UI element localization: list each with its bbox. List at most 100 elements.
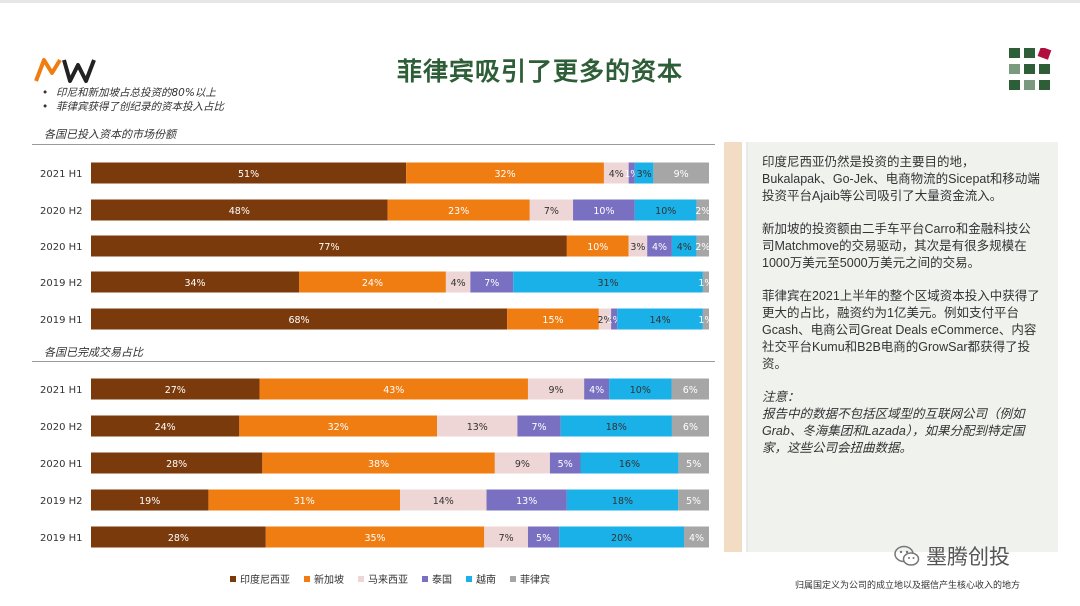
data-label: 51% <box>238 169 259 180</box>
wechat-icon <box>894 545 920 566</box>
data-label: 48% <box>229 206 250 217</box>
data-label: 4% <box>677 242 692 253</box>
bar-segment <box>437 415 518 437</box>
bar-segment <box>573 199 635 221</box>
bullet-item: • 菲律宾获得了创纪录的资本投入占比 <box>42 101 224 113</box>
stacked-bar-charts: 2021 H1 51% 32% 4% 1%3% 9%2020 H2 48% 23% 7% 10% 1… <box>40 162 713 548</box>
data-label: 9% <box>515 459 530 470</box>
data-label: 20% <box>611 533 632 544</box>
data-label: 3% <box>637 169 652 180</box>
bar-segment <box>445 271 471 293</box>
category-label: 2020 H2 <box>40 206 83 217</box>
accent-stripe <box>724 142 742 552</box>
bar-segment <box>684 526 709 548</box>
bar-segment <box>517 415 561 437</box>
bar-segment <box>91 415 240 437</box>
data-label: 1% <box>624 169 639 180</box>
data-label: 31% <box>597 278 618 289</box>
data-label: 34% <box>184 278 205 289</box>
data-label: 2% <box>695 242 710 253</box>
data-label: 1% <box>698 278 713 289</box>
data-label: 10% <box>655 206 676 217</box>
data-label: 4% <box>689 533 704 544</box>
bar-segment <box>91 489 209 511</box>
data-label: 35% <box>364 533 385 544</box>
legend-swatch <box>358 575 364 582</box>
bar-segment <box>400 489 487 511</box>
bar-segment <box>671 415 709 437</box>
bullet-item: • 印尼和新加坡占总投资的80%以上 <box>42 87 216 99</box>
bar-segment <box>647 235 672 257</box>
bar-segment <box>653 162 709 184</box>
top-border <box>0 0 1080 3</box>
bar-segment <box>671 378 709 400</box>
data-label: 38% <box>368 459 389 470</box>
bar-segment <box>702 308 709 330</box>
chart1-title: 各国已投入资本的市场份额 <box>44 128 176 141</box>
bar-segment <box>91 378 260 400</box>
data-label: 31% <box>294 496 315 507</box>
bar-segment <box>598 308 612 330</box>
bar-segment <box>91 271 300 293</box>
data-label: 10% <box>587 242 608 253</box>
bar-segment <box>634 162 654 184</box>
legend-label: 菲律宾 <box>520 575 550 586</box>
bar-segment <box>603 162 629 184</box>
legend-swatch <box>422 575 428 582</box>
bar-segment <box>262 452 495 474</box>
data-label: 4% <box>652 242 667 253</box>
data-label: 9% <box>674 169 689 180</box>
bar-segment <box>628 235 648 257</box>
data-label: 28% <box>166 459 187 470</box>
data-label: 5% <box>686 496 701 507</box>
bar-segment <box>494 452 550 474</box>
chart1-divider <box>32 144 715 145</box>
bar-segment <box>208 489 400 511</box>
bar-segment <box>91 526 266 548</box>
bar-segment <box>671 235 697 257</box>
bar-segment <box>527 378 585 400</box>
data-label: 23% <box>448 206 469 217</box>
data-label: 7% <box>499 533 514 544</box>
data-label: 13% <box>467 422 488 433</box>
data-label: 4% <box>589 385 604 396</box>
legend-item: 新加坡 <box>304 571 344 586</box>
data-label: 18% <box>606 422 627 433</box>
bar-segment <box>91 162 407 184</box>
mw-logo <box>34 58 96 83</box>
legend-swatch <box>466 575 472 582</box>
bar-segment <box>584 378 610 400</box>
data-label: 10% <box>630 385 651 396</box>
data-label: 9% <box>549 385 564 396</box>
data-label: 43% <box>383 385 404 396</box>
data-label: 24% <box>362 278 383 289</box>
data-label: 1% <box>607 315 622 326</box>
bar-segment <box>696 199 709 221</box>
bar-segment <box>507 308 599 330</box>
data-label: 15% <box>542 315 563 326</box>
data-label: 16% <box>619 459 640 470</box>
commentary-panel <box>746 142 1058 552</box>
chart2-title: 各国已完成交易占比 <box>44 346 143 359</box>
data-label: 10% <box>593 206 614 217</box>
category-label: 2021 H1 <box>40 385 83 396</box>
wechat-label: 墨腾创投 <box>926 545 1010 569</box>
wechat-watermark: 墨腾创投 <box>894 541 1010 571</box>
legend-label: 印度尼西亚 <box>240 575 290 586</box>
page-title: 菲律宾吸引了更多的资本 <box>396 57 683 86</box>
legend-item: 菲律宾 <box>510 571 550 586</box>
bar-segment <box>678 489 709 511</box>
bar-segment <box>91 452 263 474</box>
category-label: 2019 H1 <box>40 315 83 326</box>
category-label: 2019 H2 <box>40 278 83 289</box>
bar-segment <box>560 415 672 437</box>
legend-label: 马来西亚 <box>368 575 408 586</box>
data-label: 7% <box>484 278 499 289</box>
bar-segment <box>696 235 709 257</box>
data-label: 68% <box>288 315 309 326</box>
bar-segment <box>470 271 514 293</box>
category-label: 2020 H1 <box>40 242 83 253</box>
data-label: 1% <box>698 315 713 326</box>
bar-segment <box>702 271 709 293</box>
data-label: 32% <box>494 169 515 180</box>
